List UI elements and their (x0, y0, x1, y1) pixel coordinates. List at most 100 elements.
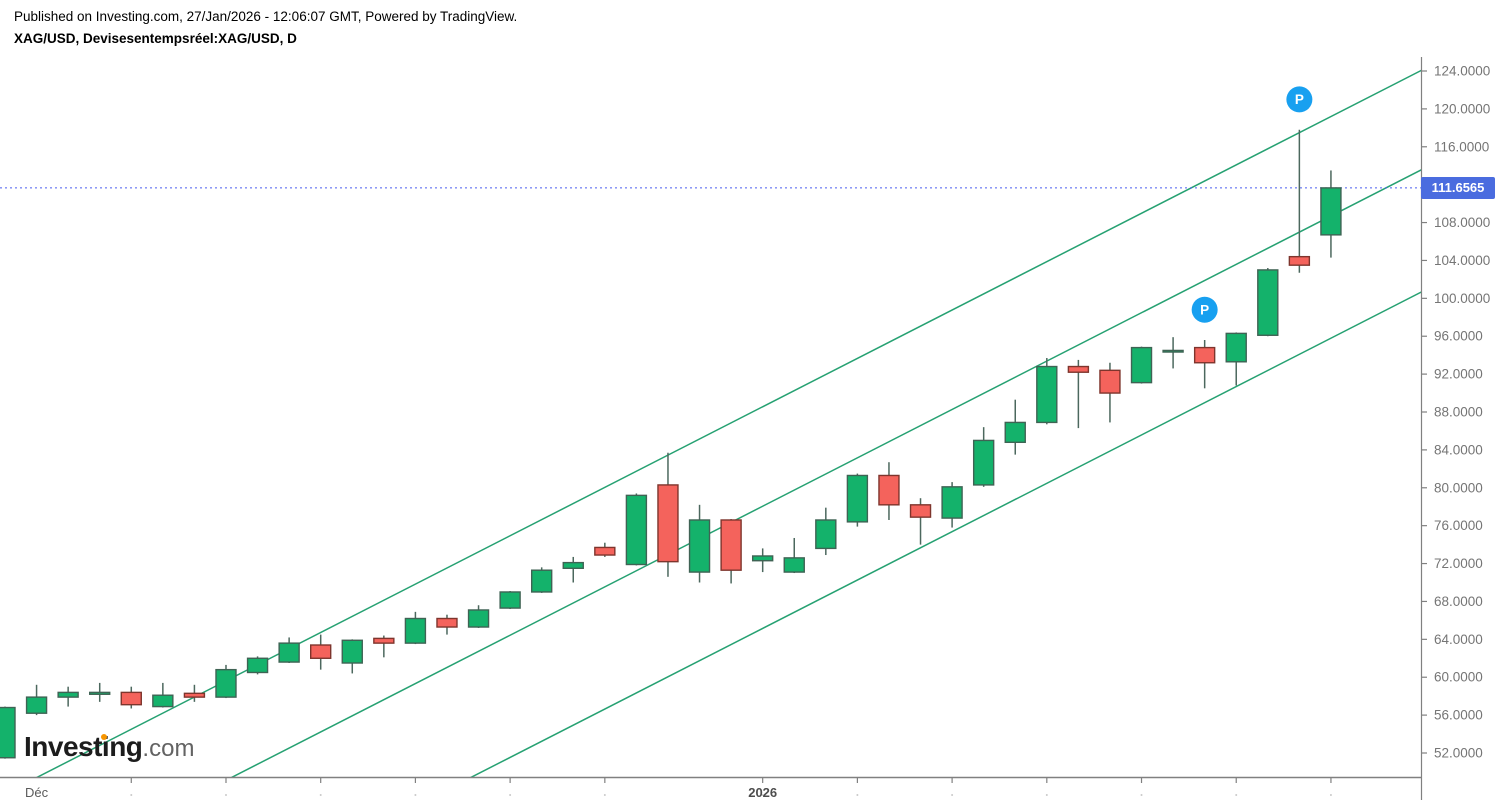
candle-body (278, 642, 300, 663)
candle-17 (530, 567, 553, 593)
candle-body (657, 484, 679, 563)
candle-27 (846, 473, 869, 527)
x-minor-dot (1329, 794, 1332, 796)
candle-7 (215, 664, 237, 699)
symbol-line: XAG/USD, Devisesentempsréel:XAG/USD, D (14, 31, 297, 46)
candle-12 (373, 635, 395, 658)
investing-logo: Investing .com (24, 731, 194, 763)
y-tick-label: 52.0000 (1434, 746, 1483, 761)
x-minor-dot (603, 794, 606, 796)
marker-circle-icon (1191, 296, 1218, 323)
y-tick-label: 84.0000 (1434, 442, 1483, 457)
x-minor-dot (761, 794, 764, 796)
candle-38 (1193, 340, 1216, 389)
y-tick-label: 76.0000 (1434, 518, 1483, 533)
x-minor-dot (951, 794, 954, 796)
candle-body (562, 561, 584, 569)
candle-37 (1162, 337, 1184, 369)
candle-body (152, 694, 174, 708)
candle-8 (246, 656, 269, 675)
candle-body (1225, 332, 1247, 363)
candle-body (0, 706, 16, 759)
candle-29 (909, 498, 932, 545)
candle-42 (1320, 170, 1342, 258)
candles (0, 129, 1342, 759)
candle-body (436, 617, 458, 628)
candle-body (751, 555, 774, 562)
y-tick-label: 80.0000 (1434, 480, 1483, 495)
candle-11 (341, 639, 363, 674)
candle-body (215, 668, 237, 698)
candle-6 (183, 684, 206, 702)
y-tick-label: 72.0000 (1434, 556, 1483, 571)
candle-body (57, 691, 79, 698)
x-minor-dot (414, 794, 417, 796)
candle-14 (436, 614, 458, 635)
logo-orange-dot-icon (101, 734, 107, 740)
candle-body (720, 519, 742, 571)
candle-30 (941, 482, 963, 528)
candle-28 (878, 462, 900, 520)
last-price-badge: 111.6565 (1421, 176, 1495, 199)
y-tick-label: 64.0000 (1434, 632, 1483, 647)
channel-middle-line[interactable] (0, 151, 1457, 807)
candle-body (404, 617, 427, 644)
y-tick-label: 96.0000 (1434, 329, 1483, 344)
candle-5 (152, 682, 174, 708)
x-minor-dot (856, 794, 859, 796)
y-tick-label: 68.0000 (1434, 594, 1483, 609)
candle-body (878, 474, 900, 506)
chart-header: Published on Investing.com, 27/Jan/2026 … (14, 9, 517, 46)
chart-marker-1[interactable]: P (1286, 86, 1313, 113)
candle-body (1130, 346, 1153, 384)
candle-13 (404, 611, 427, 645)
candle-body (183, 692, 206, 698)
investing-logo-com: .com (142, 735, 195, 762)
candle-body (846, 474, 869, 523)
marker-circle-icon (1286, 86, 1313, 113)
candle-body (1193, 346, 1216, 364)
candle-4 (120, 686, 142, 709)
chart-marker-0[interactable]: P (1191, 296, 1218, 323)
candle-31 (972, 427, 995, 487)
candle-35 (1099, 362, 1121, 423)
candle-body (1004, 421, 1026, 444)
marker-label: P (1200, 303, 1209, 318)
y-tick-label: 104.0000 (1434, 253, 1490, 268)
y-tick-label: 88.0000 (1434, 405, 1483, 420)
y-tick-label: 124.0000 (1434, 64, 1490, 79)
candle-body (941, 486, 963, 519)
investing-logo-text: Investing (24, 731, 143, 762)
published-line: Published on Investing.com, 27/Jan/2026 … (14, 9, 518, 24)
y-tick-label: 56.0000 (1434, 708, 1483, 723)
y-tick-label: 120.0000 (1434, 101, 1490, 116)
candle-body (1099, 369, 1121, 394)
y-tick-label: 116.0000 (1434, 139, 1489, 154)
candle-41 (1288, 129, 1311, 273)
y-tick-label: 108.0000 (1434, 215, 1490, 230)
candle-18 (562, 556, 584, 583)
candle-19 (594, 542, 616, 557)
candle-3 (89, 682, 111, 702)
candle-body (467, 609, 490, 628)
candle-body (25, 696, 48, 714)
candle-body (341, 639, 363, 664)
x-minor-dot (319, 794, 322, 796)
candle-22 (688, 504, 711, 583)
candle-23 (720, 519, 742, 584)
candle-39 (1225, 332, 1247, 386)
channel-bottom-line[interactable] (0, 274, 1457, 807)
candle-1 (25, 684, 48, 716)
candle-body (499, 591, 521, 609)
candle-body (972, 439, 995, 486)
candle-40 (1257, 268, 1279, 337)
y-tick-label: 92.0000 (1434, 367, 1483, 382)
x-axis-year-label: 2026 (748, 785, 778, 800)
candle-20 (625, 493, 648, 566)
candle-body (909, 504, 932, 518)
candle-25 (783, 537, 805, 574)
candle-9 (278, 637, 300, 664)
candle-26 (815, 507, 837, 556)
